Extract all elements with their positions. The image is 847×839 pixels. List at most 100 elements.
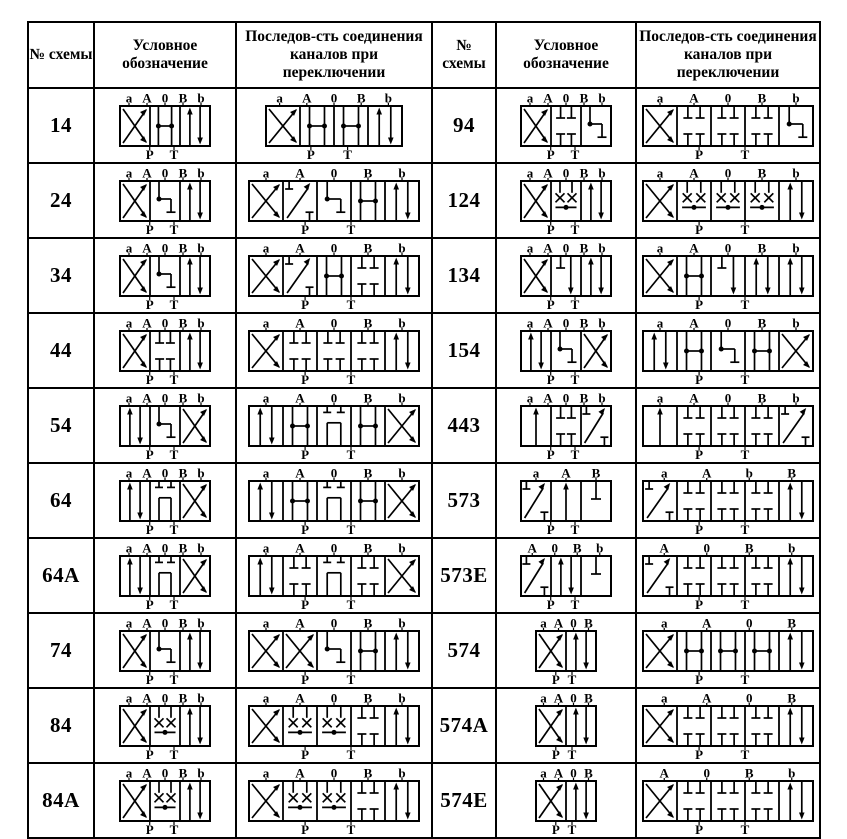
svg-text:A: A [295,766,305,781]
svg-text:P: P [301,822,309,836]
svg-text:b: b [398,466,405,481]
svg-text:B: B [592,466,601,481]
svg-text:P: P [307,147,315,161]
svg-text:A: A [702,616,712,631]
svg-text:P: P [301,522,309,536]
svg-text:0: 0 [563,241,570,256]
svg-text:b: b [197,166,204,181]
scheme-number: 124 [431,162,497,239]
svg-text:0: 0 [704,541,711,556]
svg-text:0: 0 [162,391,169,406]
svg-text:a: a [126,391,133,406]
svg-text:a: a [533,466,540,481]
svg-text:B: B [364,241,373,256]
svg-text:b: b [788,541,795,556]
scheme-number: 64 [27,462,95,539]
svg-text:T: T [571,297,580,311]
svg-text:0: 0 [331,241,338,256]
svg-text:A: A [295,241,305,256]
svg-text:b: b [598,91,605,106]
svg-text:T: T [347,822,356,836]
svg-text:a: a [657,166,664,181]
document-page: № схемы Условное обозначение Последов-ст… [27,21,821,839]
svg-text:A: A [543,316,553,331]
svg-text:b: b [598,391,605,406]
svg-text:P: P [695,447,703,461]
svg-text:0: 0 [570,616,577,631]
svg-text:P: P [146,297,154,311]
svg-text:A: A [554,691,564,706]
svg-text:P: P [301,372,309,386]
svg-text:T: T [347,222,356,236]
svg-text:T: T [741,222,750,236]
svg-text:A: A [554,766,564,781]
svg-text:A: A [543,91,553,106]
svg-text:A: A [543,166,553,181]
svg-text:P: P [695,222,703,236]
svg-text:0: 0 [162,541,169,556]
svg-text:A: A [142,241,152,256]
scheme-number: 443 [431,387,497,464]
svg-text:T: T [568,747,577,761]
svg-text:A: A [142,91,152,106]
svg-text:b: b [792,391,799,406]
svg-text:B: B [580,241,589,256]
svg-text:T: T [347,372,356,386]
svg-text:b: b [197,91,204,106]
svg-text:P: P [695,597,703,611]
svg-text:T: T [170,447,179,461]
scheme-number: 14 [27,87,95,164]
scheme-number: 574А [431,687,497,764]
svg-text:P: P [552,822,560,836]
svg-text:T: T [741,447,750,461]
svg-text:A: A [543,391,553,406]
svg-text:b: b [398,241,405,256]
svg-text:a: a [527,166,534,181]
svg-text:T: T [571,372,580,386]
svg-text:A: A [689,241,699,256]
svg-text:B: B [179,91,188,106]
svg-text:a: a [263,391,270,406]
svg-text:B: B [758,241,767,256]
svg-text:P: P [695,372,703,386]
svg-text:P: P [301,672,309,686]
header-row: № схемы Условное обозначение Последов-ст… [27,21,821,89]
svg-text:B: B [179,391,188,406]
svg-text:0: 0 [162,166,169,181]
svg-text:A: A [702,691,712,706]
svg-text:0: 0 [746,616,753,631]
svg-text:a: a [126,241,133,256]
svg-text:T: T [170,297,179,311]
svg-text:P: P [146,222,154,236]
svg-text:P: P [547,222,555,236]
svg-text:b: b [398,391,405,406]
scheme-number: 44 [27,312,95,389]
valve-sequence-diagram: a A 0 B P T [635,687,821,764]
svg-text:B: B [758,166,767,181]
svg-text:T: T [170,147,179,161]
svg-text:P: P [547,522,555,536]
svg-text:P: P [547,297,555,311]
svg-text:B: B [364,466,373,481]
svg-text:a: a [263,166,270,181]
svg-text:B: B [364,391,373,406]
svg-text:T: T [343,147,352,161]
svg-text:0: 0 [570,691,577,706]
svg-text:P: P [146,447,154,461]
svg-text:0: 0 [552,541,559,556]
svg-text:B: B [787,466,796,481]
svg-text:b: b [197,316,204,331]
svg-text:A: A [543,241,553,256]
